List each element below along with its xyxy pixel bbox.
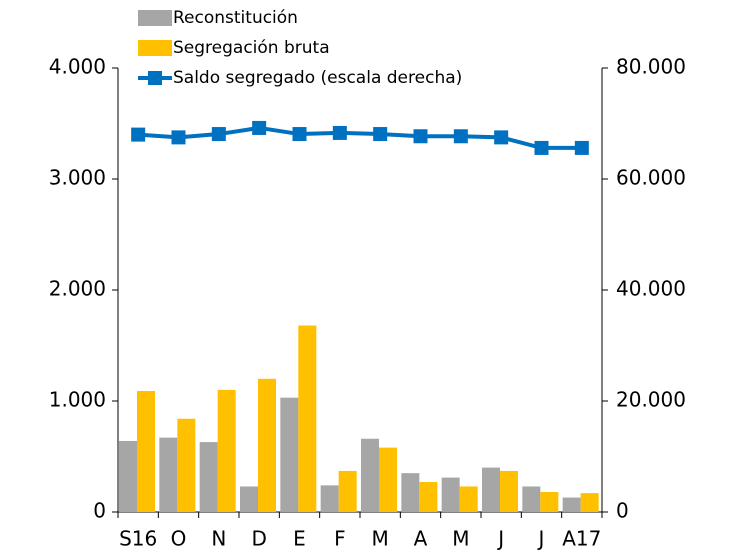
x-tick-label: J xyxy=(537,527,545,551)
bar xyxy=(401,473,420,512)
marker xyxy=(574,140,589,155)
legend-marker xyxy=(148,71,162,85)
y-tick-label: 4.000 xyxy=(49,55,106,79)
y2-tick-label: 40.000 xyxy=(616,277,686,301)
y2-tick-label: 80.000 xyxy=(616,55,686,79)
x-tick-label: M xyxy=(372,527,389,551)
bar xyxy=(540,492,559,512)
y2-tick-label: 20.000 xyxy=(616,388,686,412)
bar xyxy=(459,486,478,512)
marker xyxy=(171,130,186,145)
y-tick-label: 0 xyxy=(93,499,106,523)
bar xyxy=(338,470,357,512)
bar xyxy=(159,437,178,512)
marker xyxy=(292,127,307,142)
bar xyxy=(119,440,137,512)
y2-tick-label: 0 xyxy=(616,499,629,523)
x-tick-label: E xyxy=(293,527,306,551)
marker xyxy=(453,129,468,144)
bar xyxy=(258,378,276,512)
bar xyxy=(217,389,236,512)
bar xyxy=(298,325,317,512)
x-tick-label: S16 xyxy=(119,527,157,551)
bar xyxy=(482,467,500,512)
marker xyxy=(373,127,388,142)
bar xyxy=(419,482,438,512)
bar xyxy=(137,391,155,512)
bar xyxy=(500,470,518,512)
legend-label: Reconstitución xyxy=(173,8,298,28)
y-tick-label: 3.000 xyxy=(49,166,106,190)
line xyxy=(138,125,582,150)
marker xyxy=(332,125,347,140)
y-tick-label: 1.000 xyxy=(49,388,106,412)
marker xyxy=(494,130,509,145)
x-tick-label: D xyxy=(251,527,266,551)
legend-swatch xyxy=(138,40,172,56)
legend-label: Saldo segregado (escala derecha) xyxy=(173,68,462,88)
x-tick-label: A xyxy=(414,527,428,551)
marker xyxy=(131,127,146,142)
bar xyxy=(240,486,258,512)
y-tick-label: 2.000 xyxy=(49,277,106,301)
x-tick-label: M xyxy=(452,527,469,551)
bar xyxy=(320,485,339,512)
bar xyxy=(522,486,541,512)
x-tick-label: F xyxy=(334,527,346,551)
legend-label: Segregación bruta xyxy=(173,38,330,58)
bar xyxy=(441,477,460,512)
x-tick-label: A17 xyxy=(562,527,601,551)
bar xyxy=(177,418,196,512)
bar xyxy=(280,397,299,512)
bar xyxy=(562,497,581,512)
legend-swatch xyxy=(138,10,172,26)
bar xyxy=(379,447,397,512)
bar xyxy=(199,442,218,512)
bar xyxy=(580,493,599,512)
x-tick-label: O xyxy=(171,527,187,551)
x-tick-label: J xyxy=(496,527,504,551)
marker xyxy=(252,120,267,135)
x-tick-label: N xyxy=(211,527,226,551)
bar xyxy=(361,438,379,512)
y2-tick-label: 60.000 xyxy=(616,166,686,190)
marker xyxy=(534,140,549,155)
marker xyxy=(413,129,428,144)
marker xyxy=(211,127,226,142)
